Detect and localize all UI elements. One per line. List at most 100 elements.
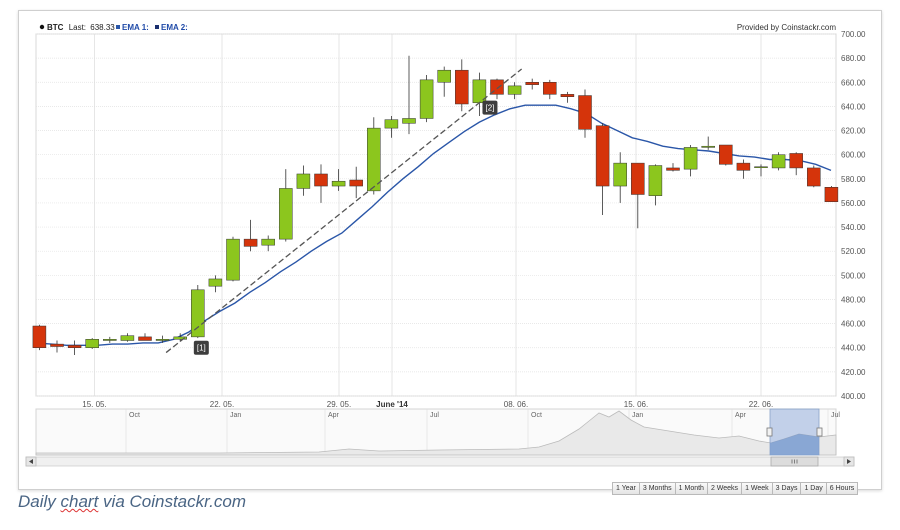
navigator-selection-area: [770, 434, 819, 455]
plot-area: [35, 33, 837, 397]
y-tick-label: 620.00: [841, 127, 866, 136]
candle-down: [631, 162, 645, 195]
range-button-3-days[interactable]: 3 Days: [771, 482, 802, 495]
range-button-1-year[interactable]: 1 Year: [612, 482, 640, 495]
candle-up: [103, 339, 117, 341]
caption-prefix: Daily: [18, 492, 61, 511]
trendline: [165, 68, 523, 354]
candle-up: [437, 69, 451, 83]
navigator-handle-left[interactable]: [766, 427, 773, 437]
annotation-label: [1]: [197, 344, 206, 353]
candle-up: [701, 145, 715, 148]
navigator-tick-label: Jul: [831, 412, 840, 419]
navigator[interactable]: Oct Jan Apr Jul Oct Jan Apr Jul: [35, 408, 840, 456]
candle-down: [243, 238, 258, 247]
y-tick-label: 580.00: [841, 175, 866, 184]
candle-up: [771, 154, 786, 169]
candle-up: [226, 238, 240, 281]
candle-up: [648, 165, 663, 196]
navigator-frame: [35, 408, 837, 456]
x-axis: 15. 05. 22. 05. 29. 05. June '14 08. 06. 15. …: [82, 400, 773, 409]
y-tick-label: 480.00: [841, 295, 866, 304]
legend-ema1-marker-icon: [116, 25, 120, 29]
y-tick-label: 420.00: [841, 368, 866, 377]
range-button-1-day[interactable]: 1 Day: [800, 482, 827, 495]
candle-up: [296, 173, 311, 189]
range-selector: 1 Year 3 Months 1 Month 2 Weeks 1 Week 3 Days…: [612, 482, 859, 495]
candle-up: [191, 289, 205, 338]
candle-down: [789, 153, 803, 169]
candle-up: [683, 147, 698, 170]
candles: [32, 55, 839, 355]
y-tick-label: 640.00: [841, 102, 866, 111]
candle-down: [67, 345, 82, 348]
legend-last-value: 638.33: [90, 23, 115, 32]
navigator-handle-right[interactable]: [816, 427, 823, 437]
y-tick-label: 520.00: [841, 247, 866, 256]
legend-ema1-label: EMA 1:: [122, 23, 149, 32]
x-tick-label: June '14: [376, 400, 408, 409]
y-tick-label: 660.00: [841, 78, 866, 87]
scrollbar[interactable]: [25, 456, 855, 467]
range-button-6-hours[interactable]: 6 Hours: [825, 482, 859, 495]
y-tick-label: 700.00: [841, 30, 866, 39]
candle-down: [807, 167, 821, 187]
candle-down: [455, 69, 469, 105]
candle-up: [402, 118, 416, 124]
candle-up: [85, 339, 99, 348]
candle-up: [419, 79, 434, 119]
y-tick-label: 680.00: [841, 54, 866, 63]
candle-up: [120, 335, 135, 341]
range-button-1-week[interactable]: 1 Week: [741, 482, 773, 495]
price-chart[interactable]: 400.00 420.00 440.00 460.00 480.00 500.00 520.…: [19, 11, 881, 489]
scroll-left-arrow-icon: [29, 459, 33, 464]
range-button-1-month[interactable]: 1 Month: [674, 482, 708, 495]
candle-down: [595, 125, 610, 187]
candle-down: [138, 336, 152, 341]
y-tick-label: 460.00: [841, 320, 866, 329]
credit-text: Provided by Coinstackr.com: [737, 23, 836, 32]
navigator-tick-label: Oct: [129, 412, 140, 419]
range-button-2-weeks[interactable]: 2 Weeks: [706, 482, 743, 495]
navigator-tick-label: Apr: [328, 412, 340, 419]
figure-caption: Daily chart via Coinstackr.com: [18, 492, 246, 512]
candle-up: [384, 119, 399, 129]
caption-suffix: via Coinstackr.com: [98, 492, 246, 511]
x-tick-label: 08. 06.: [504, 400, 528, 409]
navigator-tick-label: Jan: [230, 412, 241, 419]
candle-down: [736, 162, 751, 171]
candle-down: [525, 82, 539, 85]
annotation-marker: [193, 340, 209, 355]
navigator-tick-label: Apr: [735, 412, 747, 419]
scroll-right-arrow-icon: [847, 459, 851, 464]
y-tick-label: 560.00: [841, 199, 866, 208]
candle-up: [507, 85, 522, 95]
y-tick-label: 440.00: [841, 344, 866, 353]
candle-up: [367, 127, 381, 192]
y-tick-label: 500.00: [841, 271, 866, 280]
y-tick-label: 400.00: [841, 392, 866, 401]
candle-down: [314, 173, 328, 187]
candle-up: [261, 238, 275, 246]
candle-down: [719, 144, 733, 165]
y-tick-label: 600.00: [841, 151, 866, 160]
navigator-tick-label: Jul: [430, 412, 439, 419]
candle-down: [32, 325, 47, 348]
legend-ema2-marker-icon: [155, 25, 159, 29]
scrollbar-track[interactable]: [25, 456, 855, 467]
caption-squiggle-word: chart: [60, 492, 99, 511]
x-tick-label: 29. 05.: [327, 400, 351, 409]
candle-down: [560, 94, 575, 97]
annotations: [1] [2]: [193, 100, 498, 355]
candle-down: [824, 186, 839, 202]
grid: [35, 33, 837, 397]
candle-up: [754, 166, 768, 168]
legend: BTC Last: 638.33 EMA 1: EMA 2:: [39, 23, 188, 32]
scrollbar-grip-icon: [791, 459, 798, 464]
navigator-tick-label: Jan: [632, 412, 643, 419]
range-button-3-months[interactable]: 3 Months: [638, 482, 676, 495]
legend-ema2-label: EMA 2:: [161, 23, 188, 32]
trendline: [165, 68, 523, 354]
legend-symbol: BTC: [47, 23, 64, 32]
legend-last-label: Last:: [69, 23, 86, 32]
